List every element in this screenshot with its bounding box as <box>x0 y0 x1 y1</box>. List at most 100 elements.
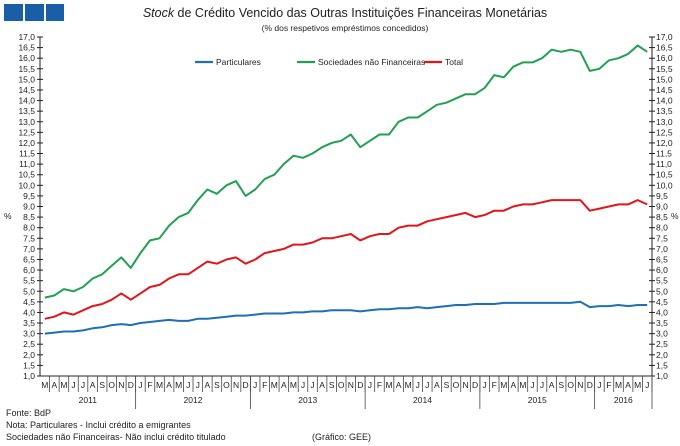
series-line-sociedades-n-o-financeiras <box>44 44 648 299</box>
y-tick-label-left: 14,0 <box>18 96 35 106</box>
month-label: J <box>645 380 649 390</box>
month-label: A <box>434 380 440 390</box>
month-label: M <box>634 380 641 390</box>
y-tick-label-left: 8,0 <box>23 223 35 233</box>
y-tick-label-right: 12,5 <box>656 127 673 137</box>
y-tick-label-right: 8,0 <box>656 223 668 233</box>
month-label: J <box>196 380 200 390</box>
y-tick-label-right: 6,5 <box>656 254 668 264</box>
month-label: S <box>558 380 564 390</box>
y-tick-label-right: 13,0 <box>656 117 673 127</box>
month-label: A <box>166 380 172 390</box>
y-tick-label-left: 9,5 <box>23 191 35 201</box>
chart-title: Stock de Crédito Vencido das Outras Inst… <box>143 6 547 20</box>
y-tick-label-right: 4,5 <box>656 297 668 307</box>
month-label: D <box>472 380 478 390</box>
y-tick-label-right: 5,5 <box>656 276 668 286</box>
y-tick-label-right: 2,0 <box>656 350 668 360</box>
month-label: A <box>625 380 631 390</box>
series-lines <box>44 44 648 335</box>
month-label: D <box>243 380 249 390</box>
month-label: A <box>511 380 517 390</box>
y-tick-label-left: 15,5 <box>18 64 35 74</box>
month-label: M <box>156 380 163 390</box>
y-tick-label-right: 9,0 <box>656 202 668 212</box>
month-label: D <box>357 380 363 390</box>
month-label: O <box>338 380 345 390</box>
y-tick-label-right: 12,0 <box>656 138 673 148</box>
month-label: J <box>425 380 429 390</box>
y-tick-label-right: 15,0 <box>656 74 673 84</box>
month-label: J <box>310 380 314 390</box>
month-label: J <box>540 380 544 390</box>
y-tick-label-left: 11,0 <box>19 159 35 169</box>
y-tick-label-left: 4,5 <box>23 297 35 307</box>
month-label: N <box>118 380 124 390</box>
y-tick-label-left: 7,5 <box>23 233 35 243</box>
month-label: F <box>147 380 152 390</box>
month-label: M <box>405 380 412 390</box>
logo-square <box>25 4 44 21</box>
series-line-particulares <box>44 300 648 335</box>
month-label: M <box>615 380 622 390</box>
month-label: D <box>128 380 134 390</box>
y-tick-label-right: 10,0 <box>656 180 673 190</box>
y-tick-label-left: 6,0 <box>23 265 35 275</box>
month-label: A <box>52 380 58 390</box>
y-tick-label-right: 10,5 <box>656 170 673 180</box>
y-tick-label-right: 14,0 <box>656 96 673 106</box>
chart-title-rest: de Crédito Vencido das Outras Instituiçõ… <box>174 6 547 20</box>
y-tick-label-left: 12,0 <box>18 138 35 148</box>
month-label: J <box>368 380 372 390</box>
month-label: M <box>41 380 48 390</box>
month-label: J <box>597 380 601 390</box>
month-label: A <box>281 380 287 390</box>
logo-square <box>4 4 23 21</box>
y-tick-label-left: 17,0 <box>18 32 35 42</box>
month-label: O <box>108 380 115 390</box>
y-tick-label-left: 1,5 <box>23 360 35 370</box>
y-tick-label-right: 14,5 <box>656 85 673 95</box>
y-tick-label-left: 3,0 <box>23 329 35 339</box>
y-tick-label-right: 5,0 <box>656 286 668 296</box>
year-label: 2012 <box>184 395 203 405</box>
y-tick-label-right: 17,0 <box>656 32 673 42</box>
month-label: J <box>81 380 85 390</box>
axes: 1,0 1,01,5 1,52,0 2,02,5 2,53,0 3,03,5 3,54,0 4… <box>18 32 673 409</box>
month-label: M <box>175 380 182 390</box>
year-label: 2014 <box>413 395 432 405</box>
y-tick-label-right: 2,5 <box>656 339 668 349</box>
footer-note-sociedades: Sociedades não Financeiras- Não inclui c… <box>6 432 226 442</box>
y-tick-label-right: 16,5 <box>656 43 673 53</box>
year-label: 2013 <box>298 395 317 405</box>
month-label: J <box>483 380 487 390</box>
month-label: S <box>99 380 105 390</box>
month-label: F <box>262 380 267 390</box>
month-label: M <box>519 380 526 390</box>
y-tick-label-left: 14,5 <box>18 85 35 95</box>
legend-label: Total <box>445 57 463 67</box>
month-label: M <box>500 380 507 390</box>
month-label: S <box>444 380 450 390</box>
y-tick-label-left: 16,0 <box>18 53 35 63</box>
y-tick-label-left: 13,0 <box>18 117 35 127</box>
series-line-total <box>44 199 648 320</box>
month-label: F <box>606 380 611 390</box>
month-label: J <box>530 380 534 390</box>
y-tick-label-right: 4,0 <box>656 307 668 317</box>
y-tick-label-left: 4,0 <box>23 307 35 317</box>
month-label: M <box>271 380 278 390</box>
y-tick-label-left: 15,0 <box>18 74 35 84</box>
y-tick-label-left: 2,5 <box>23 339 35 349</box>
y-tick-label-right: 6,0 <box>656 265 668 275</box>
y-tick-label-left: 3,5 <box>23 318 35 328</box>
month-label: N <box>233 380 239 390</box>
y-tick-label-left: 5,5 <box>23 276 35 286</box>
month-label: J <box>253 380 257 390</box>
month-label: A <box>90 380 96 390</box>
chart-title-italic: Stock <box>143 6 175 20</box>
month-label: A <box>549 380 555 390</box>
month-label: N <box>577 380 583 390</box>
y-tick-label-right: 16,0 <box>656 53 673 63</box>
